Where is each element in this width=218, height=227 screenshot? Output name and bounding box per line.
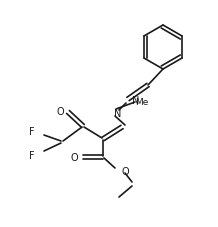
Text: N: N	[132, 96, 139, 106]
Text: O: O	[56, 106, 64, 116]
Text: O: O	[122, 166, 130, 176]
Text: O: O	[70, 152, 78, 162]
Text: Me: Me	[135, 97, 148, 106]
Text: F: F	[29, 126, 35, 136]
Text: F: F	[29, 150, 35, 160]
Text: N: N	[114, 109, 121, 118]
